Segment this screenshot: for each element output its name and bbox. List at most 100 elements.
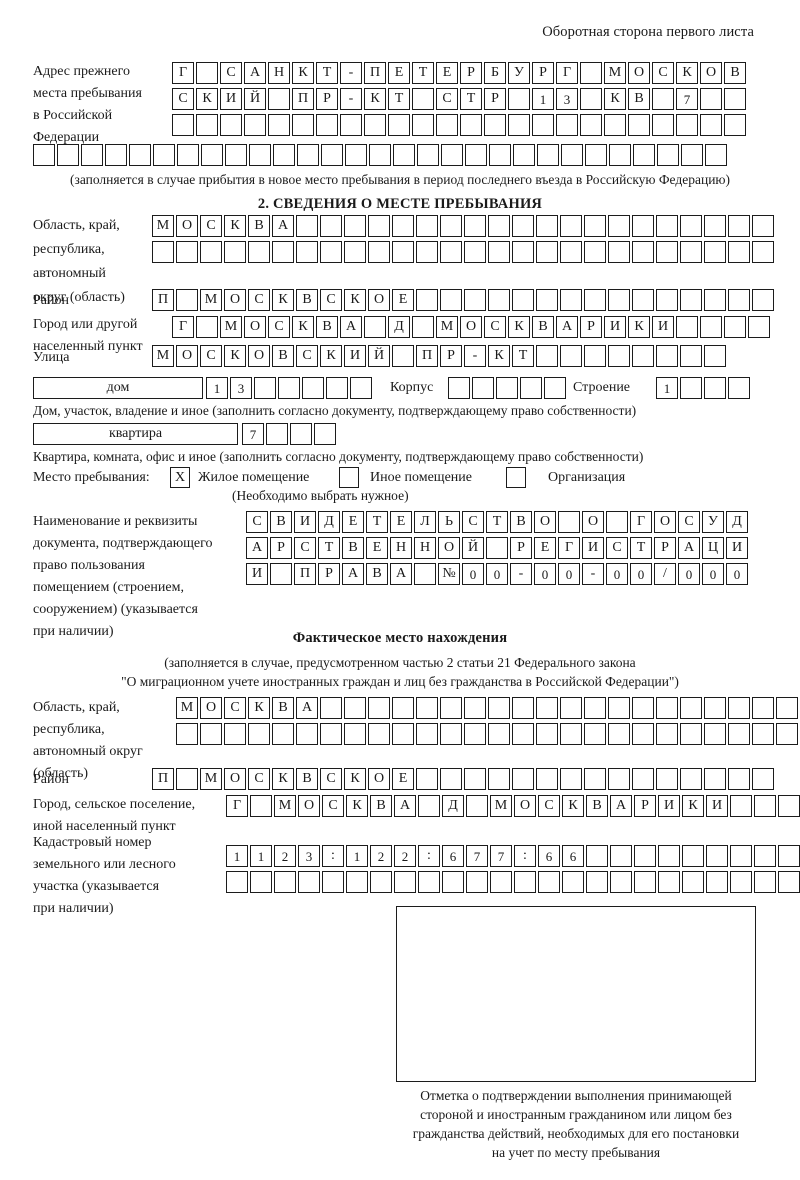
district-cell-2[interactable]	[176, 289, 198, 311]
cadastral-r1-cell-17[interactable]	[610, 845, 632, 867]
city-cell-18[interactable]: Р	[580, 316, 602, 338]
previous-address-r3-cell-18[interactable]	[580, 114, 602, 136]
district-cell-16[interactable]	[512, 289, 534, 311]
district-cell-11[interactable]: Е	[392, 289, 414, 311]
cadastral-r2-cell-1[interactable]	[226, 871, 248, 893]
actual-city-cell-10[interactable]: Д	[442, 795, 464, 817]
cadastral-row-2[interactable]	[226, 871, 800, 893]
cadastral-r2-cell-11[interactable]	[466, 871, 488, 893]
previous-address-r4-cell-25[interactable]	[609, 144, 631, 166]
actual-region-r2-cell-26[interactable]	[776, 723, 798, 745]
actual-region-r2-cell-4[interactable]	[248, 723, 270, 745]
region-r2-cell-4[interactable]	[224, 241, 246, 263]
actual-city-cell-8[interactable]: А	[394, 795, 416, 817]
district-cell-23[interactable]	[680, 289, 702, 311]
previous-address-r3-cell-4[interactable]	[244, 114, 266, 136]
previous-address-r3-cell-3[interactable]	[220, 114, 242, 136]
document-r2-cell-6[interactable]: Е	[366, 537, 388, 559]
document-r1-cell-14[interactable]	[558, 511, 580, 533]
street-cell-12[interactable]: П	[416, 345, 438, 367]
previous-address-r4-cell-22[interactable]	[537, 144, 559, 166]
document-r1-cell-21[interactable]: Д	[726, 511, 748, 533]
cadastral-r1-cell-13[interactable]: :	[514, 845, 536, 867]
document-r2-cell-14[interactable]: Г	[558, 537, 580, 559]
previous-address-r4-cell-24[interactable]	[585, 144, 607, 166]
previous-address-r1-cell-9[interactable]: П	[364, 62, 386, 84]
document-r3-cell-3[interactable]: П	[294, 563, 316, 585]
previous-address-r4-cell-21[interactable]	[513, 144, 535, 166]
region-r2-cell-7[interactable]	[296, 241, 318, 263]
actual-city-cell-19[interactable]: И	[658, 795, 680, 817]
region-r2-cell-18[interactable]	[560, 241, 582, 263]
document-r1-cell-8[interactable]: Л	[414, 511, 436, 533]
checkbox-other-premises[interactable]	[339, 467, 359, 488]
document-r1-cell-10[interactable]: С	[462, 511, 484, 533]
street-cell-15[interactable]: К	[488, 345, 510, 367]
region-r1-cell-17[interactable]	[536, 215, 558, 237]
street-cell-2[interactable]: О	[176, 345, 198, 367]
actual-district-cell-25[interactable]	[728, 768, 750, 790]
document-r3-cell-10[interactable]: 0	[462, 563, 484, 585]
actual-region-r2-cell-19[interactable]	[608, 723, 630, 745]
actual-district-cell-23[interactable]	[680, 768, 702, 790]
actual-region-r2-cell-5[interactable]	[272, 723, 294, 745]
previous-address-r3-cell-20[interactable]	[628, 114, 650, 136]
cadastral-r2-cell-4[interactable]	[298, 871, 320, 893]
korpus-cell-5[interactable]	[544, 377, 566, 399]
actual-region-r1-cell-3[interactable]: С	[224, 697, 246, 719]
previous-address-r4-cell-29[interactable]	[705, 144, 727, 166]
previous-address-r3-cell-19[interactable]	[604, 114, 626, 136]
previous-address-r2-cell-12[interactable]: С	[436, 88, 458, 110]
street-cell-23[interactable]	[680, 345, 702, 367]
actual-region-r2-cell-21[interactable]	[656, 723, 678, 745]
actual-district-cell-13[interactable]	[440, 768, 462, 790]
actual-region-r2-cell-3[interactable]	[224, 723, 246, 745]
city-cell-11[interactable]	[412, 316, 434, 338]
document-r1-cell-7[interactable]: Е	[390, 511, 412, 533]
actual-region-r2-cell-20[interactable]	[632, 723, 654, 745]
cadastral-r2-cell-15[interactable]	[562, 871, 584, 893]
previous-address-r4-cell-8[interactable]	[201, 144, 223, 166]
actual-district-cell-26[interactable]	[752, 768, 774, 790]
document-r2-cell-10[interactable]: Й	[462, 537, 484, 559]
actual-city-cell-5[interactable]: С	[322, 795, 344, 817]
region-r2-cell-24[interactable]	[704, 241, 726, 263]
document-r1-cell-15[interactable]: О	[582, 511, 604, 533]
cadastral-r2-cell-13[interactable]	[514, 871, 536, 893]
region-r1-cell-9[interactable]	[344, 215, 366, 237]
document-row-3[interactable]: И П Р А В А № 0 0-0 0-0 0/0 0 0	[246, 563, 748, 585]
cadastral-r2-cell-22[interactable]	[730, 871, 752, 893]
district-cell-21[interactable]	[632, 289, 654, 311]
actual-region-r2-cell-16[interactable]	[536, 723, 558, 745]
actual-city-cell-18[interactable]: Р	[634, 795, 656, 817]
cadastral-r1-cell-21[interactable]	[706, 845, 728, 867]
actual-city-cell-21[interactable]: И	[706, 795, 728, 817]
previous-address-r1-cell-8[interactable]: -	[340, 62, 362, 84]
house-cell-2[interactable]: 3	[230, 377, 252, 399]
region-r2-cell-9[interactable]	[344, 241, 366, 263]
stroenie-cell-1[interactable]: 1	[656, 377, 678, 399]
street-cell-21[interactable]	[632, 345, 654, 367]
district-cell-5[interactable]: С	[248, 289, 270, 311]
city-cell-19[interactable]: И	[604, 316, 626, 338]
actual-district-cell-11[interactable]: Е	[392, 768, 414, 790]
flat-cell-3[interactable]	[290, 423, 312, 445]
document-r2-cell-21[interactable]: И	[726, 537, 748, 559]
document-r3-cell-5[interactable]: А	[342, 563, 364, 585]
actual-region-r1-cell-22[interactable]	[680, 697, 702, 719]
region-r1-cell-16[interactable]	[512, 215, 534, 237]
cadastral-r2-cell-3[interactable]	[274, 871, 296, 893]
document-r2-cell-12[interactable]: Р	[510, 537, 532, 559]
actual-region-r1-cell-6[interactable]: А	[296, 697, 318, 719]
korpus-cell-3[interactable]	[496, 377, 518, 399]
document-r2-cell-15[interactable]: И	[582, 537, 604, 559]
actual-region-r1-cell-18[interactable]	[584, 697, 606, 719]
cadastral-r1-cell-20[interactable]	[682, 845, 704, 867]
previous-address-r3-cell-24[interactable]	[724, 114, 746, 136]
cadastral-r1-cell-22[interactable]	[730, 845, 752, 867]
district-cell-9[interactable]: К	[344, 289, 366, 311]
actual-region-r1-cell-21[interactable]	[656, 697, 678, 719]
actual-city-cell-3[interactable]: М	[274, 795, 296, 817]
